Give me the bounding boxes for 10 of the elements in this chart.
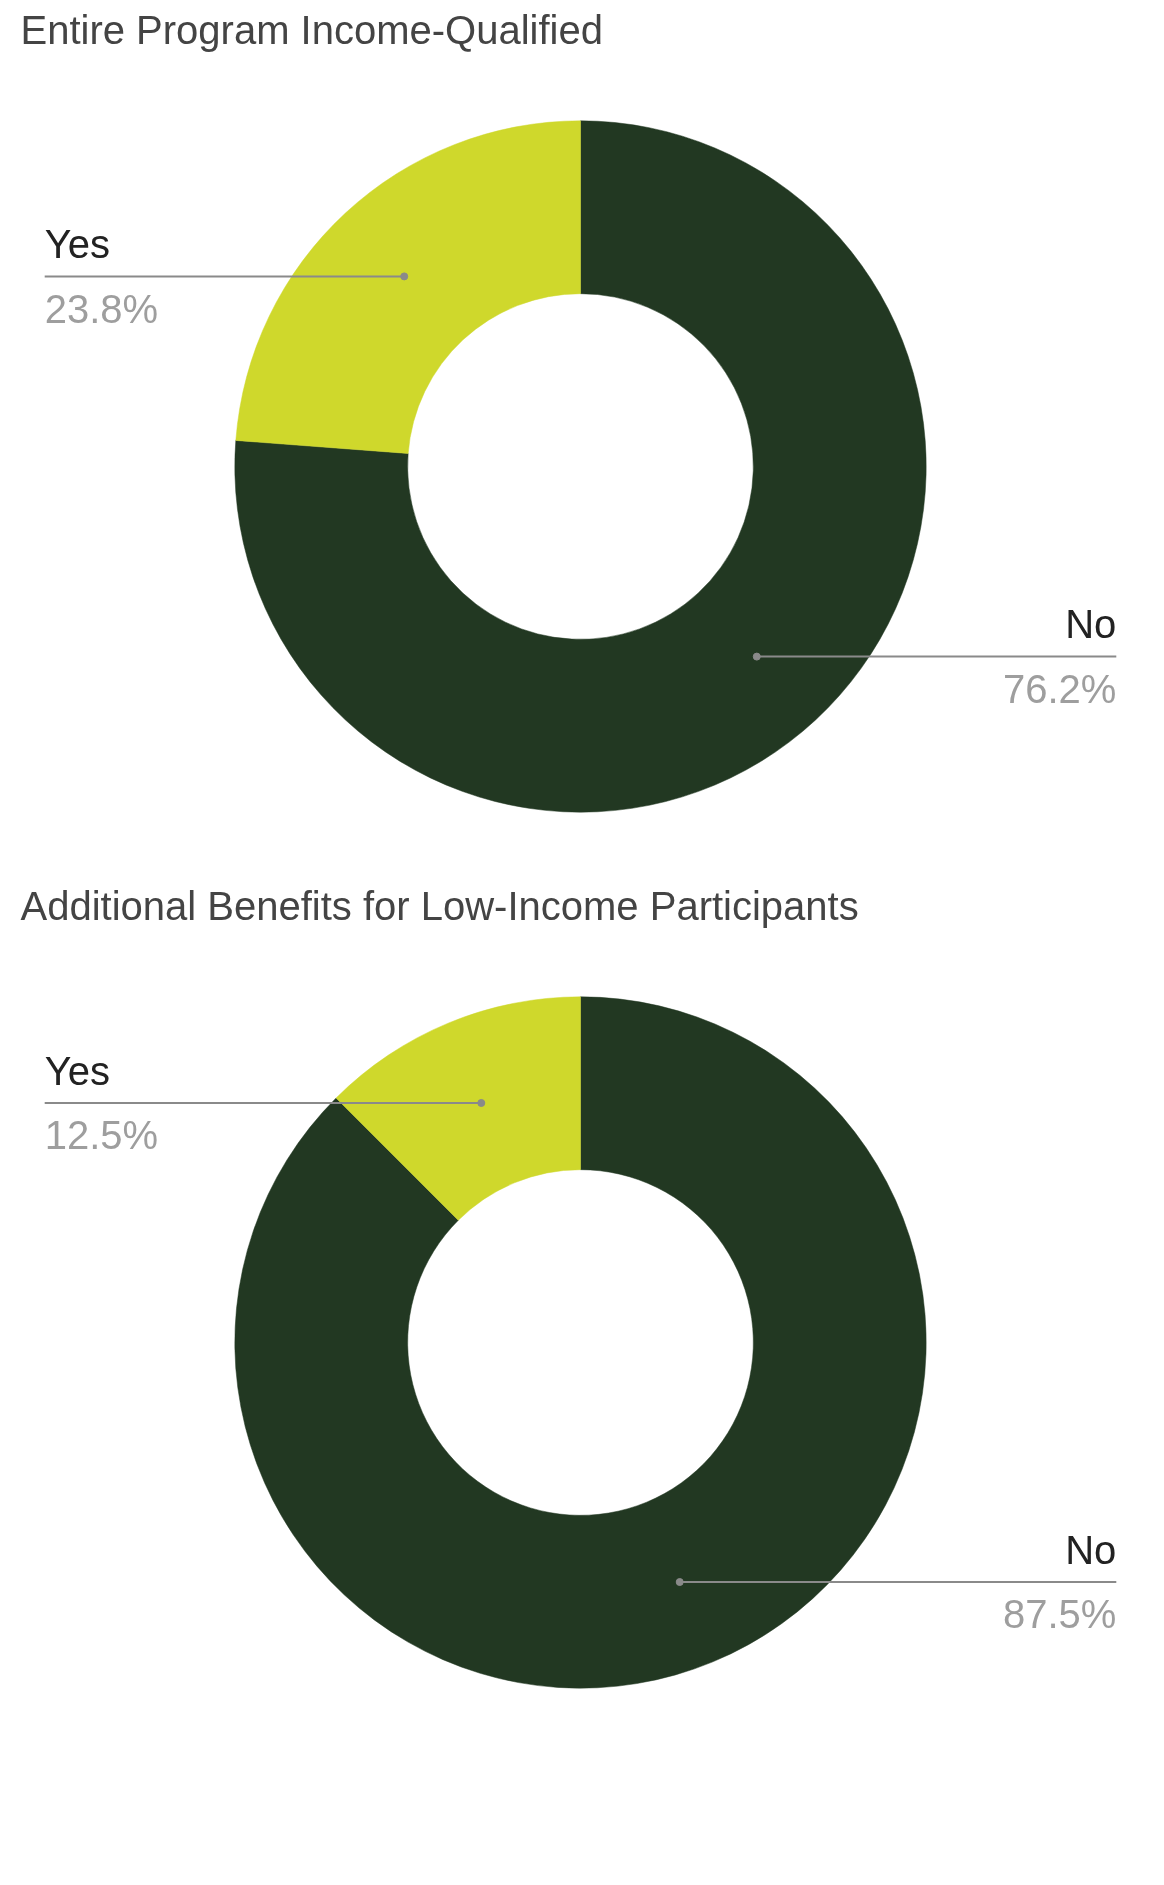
slice-label: No bbox=[1065, 1527, 1117, 1572]
data-label: 87.5% bbox=[1002, 1592, 1117, 1637]
slice-label: No bbox=[1065, 602, 1117, 647]
data-label: 23.8% bbox=[44, 286, 159, 331]
chart-title: Additional Benefits for Low-Income Participants bbox=[20, 883, 859, 928]
chart-title: Entire Program Income-Qualified bbox=[20, 7, 603, 52]
data-label: 76.2% bbox=[1002, 666, 1117, 711]
slice-label: Yes bbox=[44, 222, 110, 267]
slice-label: Yes bbox=[44, 1048, 110, 1093]
data-label: 12.5% bbox=[44, 1113, 159, 1158]
